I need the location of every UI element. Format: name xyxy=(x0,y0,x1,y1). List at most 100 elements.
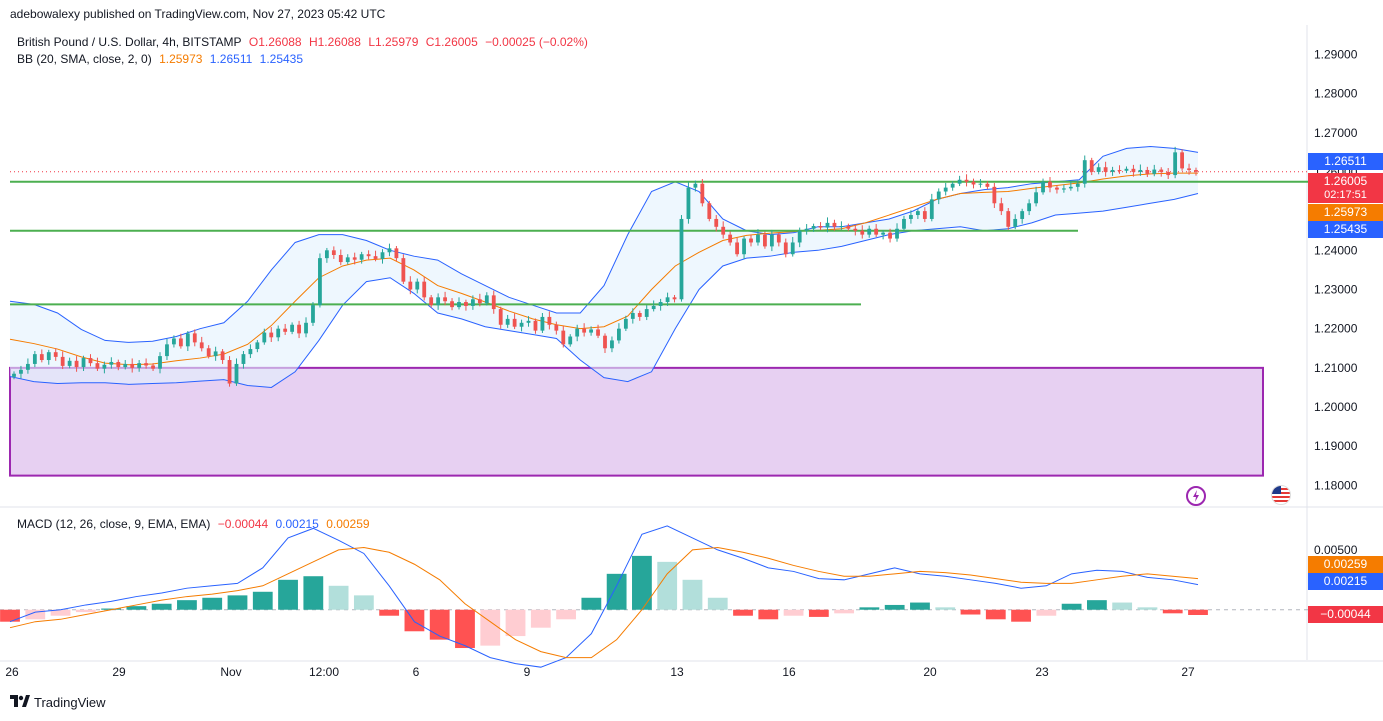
price-tick-label: 1.27000 xyxy=(1314,126,1358,140)
candle-body xyxy=(582,328,587,333)
price-change: −0.00025 (−0.02%) xyxy=(485,35,588,49)
candle-body xyxy=(992,186,997,204)
macd-histogram-bar xyxy=(1137,607,1158,610)
candle-body xyxy=(12,373,16,377)
macd-histogram-bar xyxy=(530,609,551,628)
candle-body xyxy=(172,338,176,345)
candle-body xyxy=(67,360,72,366)
symbol-name[interactable]: British Pound / U.S. Dollar, 4h, BITSTAM… xyxy=(17,35,242,49)
candle-body xyxy=(151,365,155,369)
demand-zone xyxy=(9,366,1264,477)
candle-body xyxy=(1020,211,1025,219)
candle-body xyxy=(116,361,121,368)
macd-histogram-bar xyxy=(278,579,298,610)
candle-body xyxy=(470,299,475,306)
candle-body xyxy=(776,234,781,243)
price-legend: British Pound / U.S. Dollar, 4h, BITSTAM… xyxy=(17,35,592,49)
macd-histogram-bar xyxy=(455,609,475,649)
candle-body xyxy=(324,250,329,259)
macd-tick-label: 0.00500 xyxy=(1314,543,1358,557)
candle-body xyxy=(477,299,482,304)
macd-histogram-bar xyxy=(101,608,122,610)
candle-body xyxy=(853,228,858,231)
candle-body xyxy=(331,250,336,256)
candle-body xyxy=(811,226,816,229)
candle-body xyxy=(756,234,760,243)
time-tick-label: 16 xyxy=(782,665,796,679)
bb-upper-line xyxy=(9,145,1199,343)
candle-body xyxy=(1061,188,1066,190)
candle-body xyxy=(401,258,406,282)
macd-histogram-bar xyxy=(960,609,981,615)
candle-body xyxy=(846,226,851,229)
candle-body xyxy=(874,228,879,235)
candle-body xyxy=(318,258,322,306)
bb-basis-badge: 1.25973 xyxy=(1308,204,1383,221)
macd-histogram-bar xyxy=(1061,603,1082,610)
candle-body xyxy=(922,211,927,219)
candle-body xyxy=(721,226,726,235)
time-tick-label: 23 xyxy=(1035,665,1049,679)
candle-body xyxy=(596,329,600,336)
time-tick-label: 13 xyxy=(670,665,684,679)
brand-footer[interactable]: TradingView xyxy=(10,695,106,710)
price-tick-label: 1.19000 xyxy=(1314,439,1358,453)
macd-histogram-bar xyxy=(227,595,248,610)
candle-body xyxy=(1103,167,1108,172)
bb-label[interactable]: BB (20, SMA, close, 2, 0) xyxy=(17,52,152,66)
candle-body xyxy=(561,330,566,345)
candle-body xyxy=(1048,181,1052,188)
candle-body xyxy=(457,302,461,308)
candle-body xyxy=(1006,211,1011,227)
candle-body xyxy=(338,255,343,263)
candle-body xyxy=(380,252,385,259)
price-tick-label: 1.23000 xyxy=(1314,282,1358,296)
macd-histogram-bar xyxy=(581,597,602,610)
macd-histogram-bar xyxy=(353,595,374,610)
candle-body xyxy=(915,211,920,216)
candle-body xyxy=(1027,203,1032,212)
macd-histogram-bar xyxy=(606,573,627,610)
price-tick-label: 1.18000 xyxy=(1314,478,1358,492)
macd-histogram-bar xyxy=(379,609,400,616)
macd-label[interactable]: MACD (12, 26, close, 9, EMA, EMA) xyxy=(17,517,211,531)
candle-body xyxy=(1187,168,1191,170)
candle-body xyxy=(658,302,663,306)
candle-body xyxy=(158,356,162,369)
candle-body xyxy=(1041,181,1045,193)
macd-histogram-bar xyxy=(985,609,1006,620)
candle-body xyxy=(491,295,496,310)
candle-body xyxy=(373,256,378,259)
macd-legend: MACD (12, 26, close, 9, EMA, EMA) −0.000… xyxy=(17,517,374,531)
candle-body xyxy=(109,361,114,365)
candle-body xyxy=(46,352,51,361)
price-tick-label: 1.28000 xyxy=(1314,87,1358,101)
candle-body xyxy=(714,218,719,227)
candle-body xyxy=(95,363,100,369)
candle-body xyxy=(1089,160,1094,172)
candle-body xyxy=(839,226,844,228)
bb-basis-line xyxy=(9,172,1198,366)
candle-body xyxy=(1117,169,1122,171)
us-flag-icon[interactable] xyxy=(1271,485,1291,505)
macd-histogram-bar xyxy=(303,576,324,610)
candle-body xyxy=(206,348,211,357)
candle-body xyxy=(1159,169,1164,172)
candle-body xyxy=(881,232,886,235)
candle-body xyxy=(498,309,503,325)
candle-body xyxy=(964,179,969,182)
ohlc-high: H1.26088 xyxy=(308,35,361,49)
candle-body xyxy=(297,324,301,334)
macd-histogram-bar xyxy=(25,609,46,620)
candle-body xyxy=(783,242,788,255)
candle-body xyxy=(769,234,774,247)
candle-body xyxy=(74,360,79,368)
candle-body xyxy=(408,281,413,290)
candle-body xyxy=(311,305,315,323)
candle-body xyxy=(825,222,830,228)
lightning-icon[interactable] xyxy=(1186,486,1206,506)
candle-body xyxy=(359,254,364,260)
candle-body xyxy=(123,363,128,368)
publisher-caption: adebowalexy published on TradingView.com… xyxy=(10,7,386,21)
